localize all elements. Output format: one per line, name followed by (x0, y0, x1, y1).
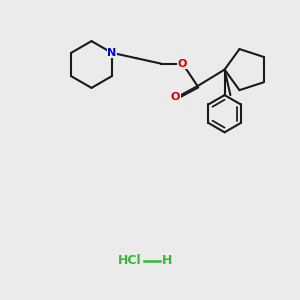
Text: H: H (162, 254, 172, 268)
Text: N: N (107, 48, 116, 58)
Text: HCl: HCl (118, 254, 142, 268)
Text: O: O (178, 58, 187, 69)
Text: O: O (171, 92, 180, 102)
